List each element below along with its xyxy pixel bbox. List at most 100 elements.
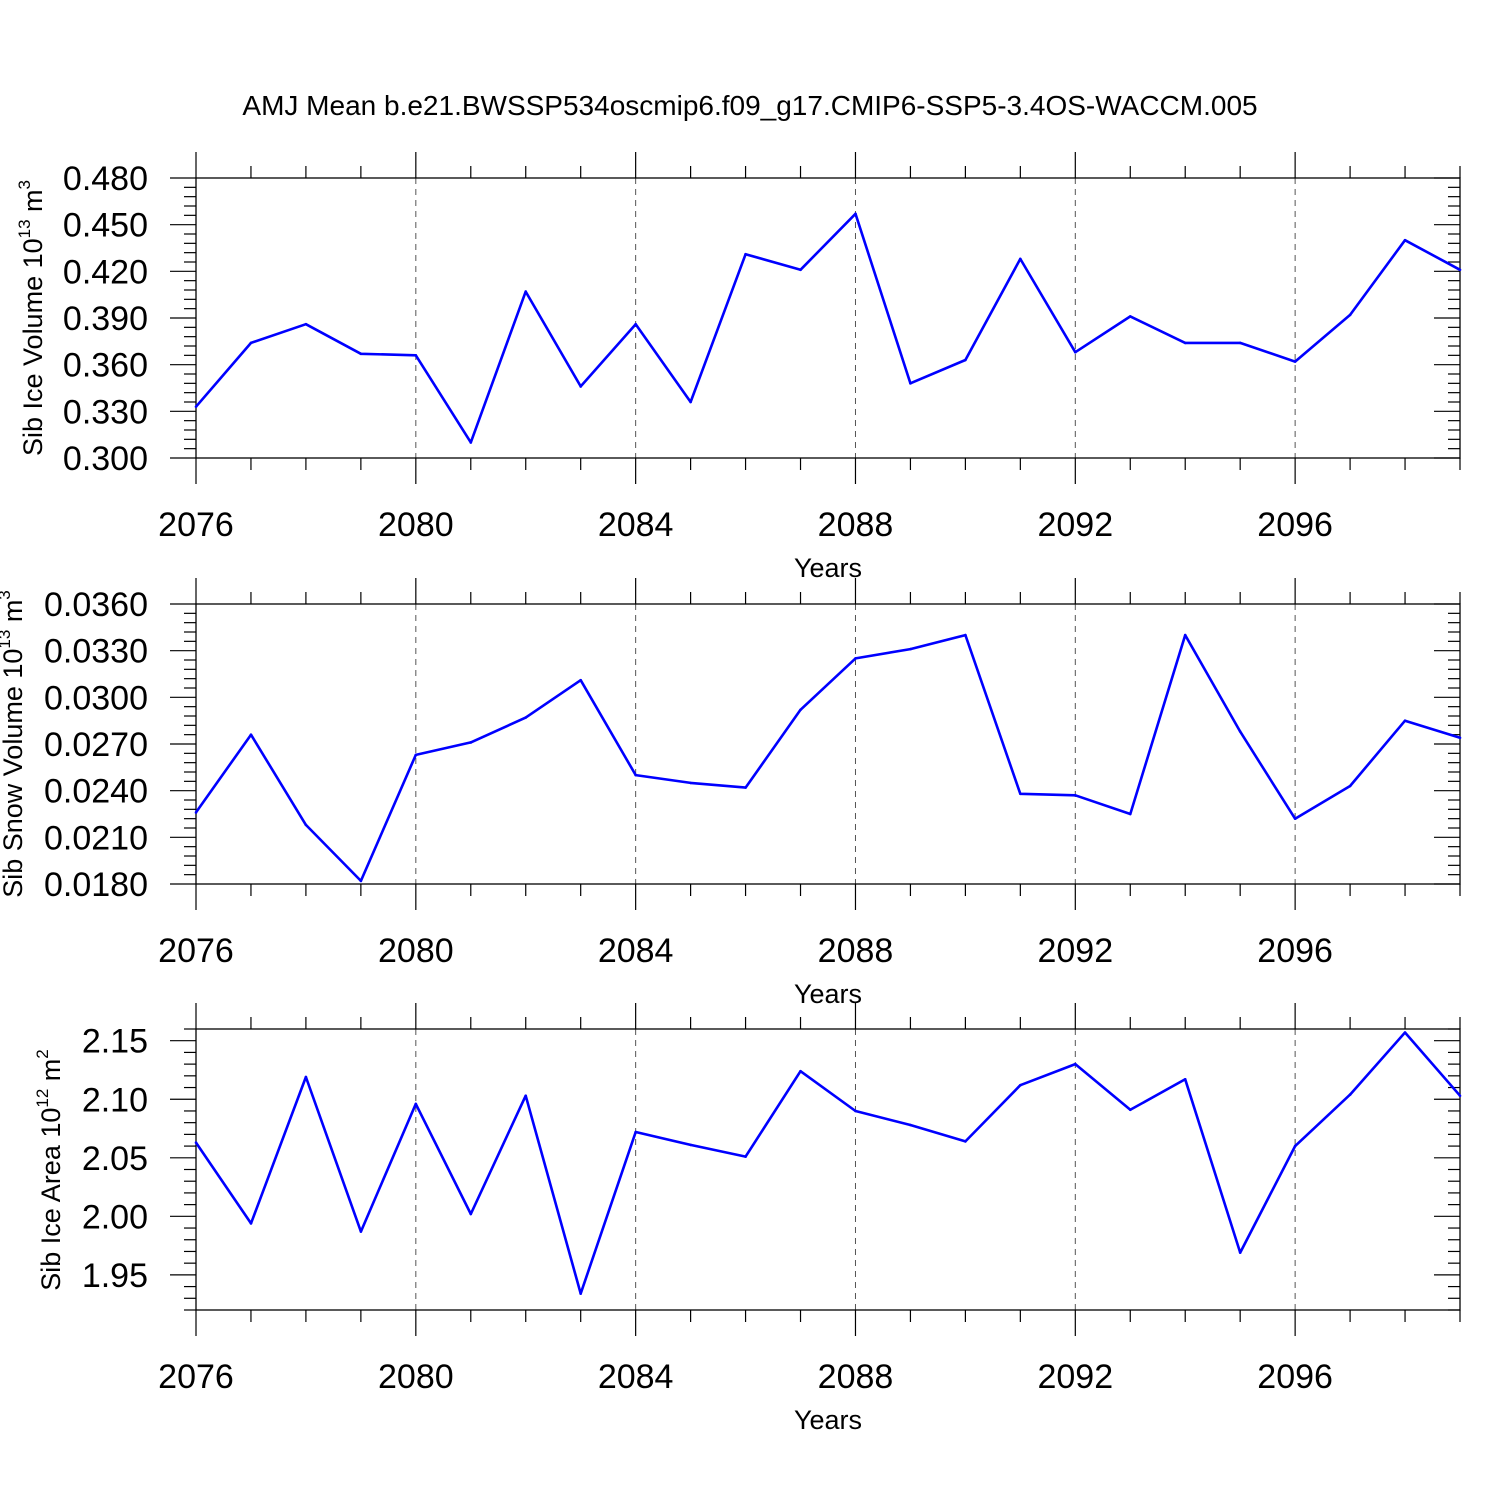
data-point: [524, 1094, 528, 1098]
data-point: [1128, 1108, 1132, 1112]
data-point: [799, 708, 802, 712]
y-tick-label: 1.95: [82, 1257, 148, 1295]
data-point: [909, 1123, 912, 1127]
data-point: [249, 341, 253, 345]
data-point: [1348, 1093, 1352, 1096]
data-point: [1019, 257, 1022, 261]
y-tick-label: 0.0270: [44, 726, 148, 764]
data-point: [1019, 792, 1022, 796]
data-point: [1019, 1083, 1022, 1087]
series-line: [194, 633, 1461, 883]
data-point: [1128, 812, 1132, 816]
data-point: [1403, 1031, 1407, 1034]
data-point: [744, 252, 747, 256]
series-line: [194, 1031, 1461, 1295]
data-point: [469, 1212, 473, 1216]
data-point: [1183, 1078, 1187, 1081]
x-tick-label: 2092: [1037, 506, 1113, 544]
x-axis-label: Years: [794, 979, 862, 1009]
data-point: [194, 1141, 198, 1144]
data-point: [579, 678, 582, 682]
y-tick-label: 0.300: [63, 440, 148, 478]
data-point: [579, 1292, 582, 1295]
y-tick-label: 0.0240: [44, 773, 148, 811]
data-point: [524, 290, 528, 293]
data-point: [1183, 633, 1187, 637]
data-point: [854, 212, 857, 216]
data-point: [1074, 350, 1077, 354]
data-point: [1348, 784, 1352, 788]
data-point: [359, 879, 363, 883]
data-point: [304, 1075, 308, 1079]
figure-title: AMJ Mean b.e21.BWSSP534oscmip6.f09_g17.C…: [242, 90, 1257, 121]
y-tick-label: 0.0180: [44, 866, 148, 904]
y-tick-label: 0.390: [63, 300, 148, 338]
y-tick-label: 0.420: [63, 253, 148, 291]
y-tick-label: 0.0330: [44, 633, 148, 671]
data-point: [194, 811, 198, 814]
y-tick-label: 2.10: [82, 1081, 148, 1119]
data-point: [469, 441, 473, 444]
data-point: [304, 823, 308, 827]
x-tick-label: 2088: [818, 932, 894, 970]
plot-frame: [195, 603, 1461, 885]
data-point: [689, 400, 692, 404]
data-point: [634, 322, 637, 326]
data-point: [1348, 313, 1352, 317]
y-axis-label: Sib Ice Area 1012 m2: [33, 1049, 66, 1291]
x-tick-label: 2096: [1257, 506, 1333, 544]
data-point: [1458, 1094, 1462, 1098]
data-point: [854, 657, 857, 660]
y-tick-label: 2.15: [82, 1023, 148, 1061]
data-point: [1458, 268, 1462, 272]
data-point: [1293, 817, 1297, 820]
y-tick-label: 0.480: [63, 160, 148, 198]
y-tick-label: 2.00: [82, 1198, 148, 1236]
data-point: [799, 1069, 802, 1073]
data-point: [634, 773, 637, 777]
x-tick-label: 2080: [378, 506, 454, 544]
data-point: [414, 354, 418, 357]
data-point: [964, 358, 967, 362]
y-tick-label: 0.360: [63, 347, 148, 385]
data-point: [1238, 730, 1242, 733]
data-point: [964, 1140, 967, 1143]
data-point: [1074, 1062, 1077, 1066]
data-point: [1183, 341, 1187, 345]
data-point: [524, 716, 528, 719]
panel-ice-area: 2076 2080 2084 2088 2092 2096 Years 1.95 2.00 2.0…: [33, 1003, 1462, 1435]
data-point: [799, 268, 802, 272]
data-point: [249, 733, 253, 736]
data-point: [1293, 1144, 1297, 1148]
y-tick-label: 0.450: [63, 207, 148, 245]
x-tick-label: 2084: [598, 932, 674, 970]
data-point: [249, 1222, 253, 1225]
data-point: [1403, 719, 1407, 722]
data-point: [1293, 360, 1297, 363]
data-point: [579, 385, 582, 388]
data-point: [1128, 315, 1132, 318]
x-tick-label: 2076: [158, 932, 234, 970]
x-axis-label: Years: [794, 553, 862, 583]
x-tick-label: 2080: [378, 932, 454, 970]
y-tick-label: 2.05: [82, 1140, 148, 1178]
y-tick-label: 0.0360: [44, 586, 148, 624]
y-tick-label: 0.0300: [44, 679, 148, 717]
y-tick-label: 0.0210: [44, 819, 148, 857]
data-point: [909, 382, 912, 385]
data-point: [414, 1102, 418, 1106]
data-point: [1458, 736, 1462, 740]
x-tick-label: 2088: [818, 506, 894, 544]
data-point: [359, 1230, 363, 1233]
panel-snow-volume: 2076 2080 2084 2088 2092 2096 Years 0.0180 0.021…: [0, 578, 1462, 1009]
data-point: [744, 786, 747, 789]
panels: 2076 2080 2084 2088 2092 2096 Years 0.300 0.330 0…: [0, 152, 1462, 1435]
series-line: [195, 212, 1461, 444]
x-tick-label: 2088: [818, 1358, 894, 1396]
x-tick-label: 2084: [598, 1358, 674, 1396]
x-tick-label: 2084: [598, 506, 674, 544]
panel-ice-volume: 2076 2080 2084 2088 2092 2096 Years 0.300 0.330 0…: [15, 152, 1462, 583]
x-tick-label: 2096: [1257, 1358, 1333, 1396]
data-point: [304, 322, 308, 326]
